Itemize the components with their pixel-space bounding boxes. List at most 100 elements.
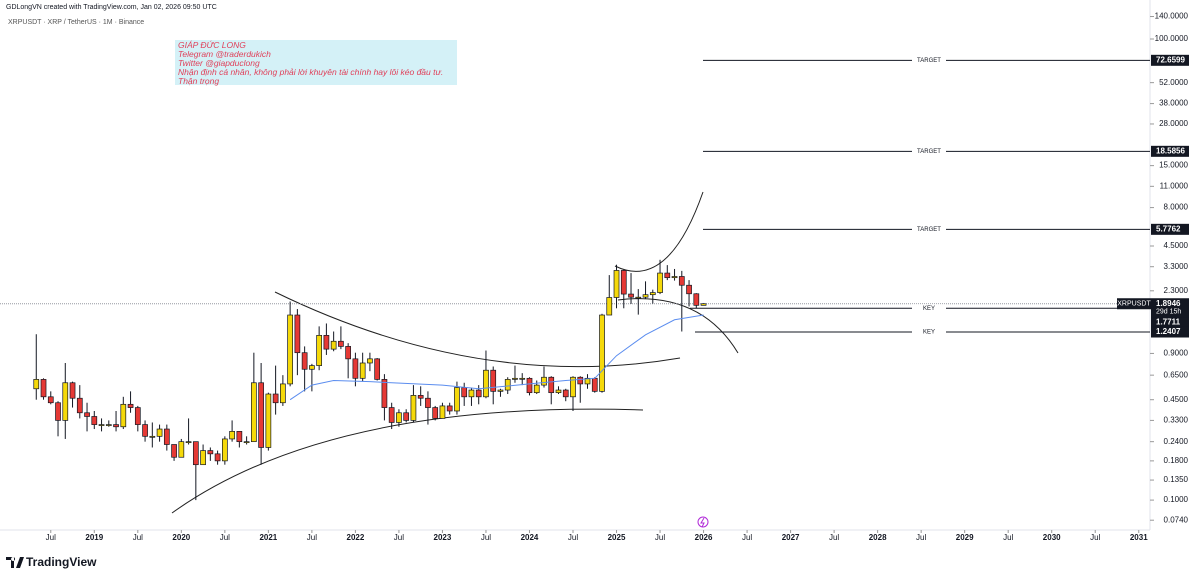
candle-body <box>461 387 468 398</box>
candle-body <box>345 346 352 360</box>
candle <box>309 363 315 392</box>
candle-body <box>91 416 98 425</box>
y-tick-label: 0.0740 <box>1164 515 1189 524</box>
candle-body <box>512 377 518 380</box>
drawings <box>171 191 739 514</box>
candle-body <box>454 387 460 412</box>
x-tick-label: 2027 <box>782 533 800 542</box>
candle-body <box>562 389 569 398</box>
candle-body <box>497 389 504 392</box>
candle <box>678 270 685 332</box>
candle <box>243 436 250 445</box>
candle <box>548 376 555 405</box>
level-label: KEY <box>923 330 935 336</box>
candle-body <box>207 450 214 455</box>
x-tick-label: Jul <box>1090 533 1100 542</box>
y-tick-label: 11.0000 <box>1160 181 1189 190</box>
candle-body <box>76 397 83 414</box>
y-tick-label: 3.3000 <box>1164 262 1189 271</box>
level-label: TARGET <box>917 149 941 155</box>
x-tick-label: Jul <box>481 533 491 542</box>
y-tick-label: 0.1000 <box>1164 495 1189 504</box>
candle <box>214 450 221 465</box>
symbol-info: XRPUSDT · XRP / TetherUS · 1M · Binance <box>8 19 144 26</box>
candle-body <box>432 407 439 419</box>
level-label-bg <box>912 328 946 337</box>
candle-body <box>359 362 366 379</box>
y-tick-label: 2.3000 <box>1164 286 1189 295</box>
candle-body <box>439 405 446 419</box>
candle <box>163 424 170 451</box>
candle <box>526 377 533 396</box>
candle-body <box>620 270 627 295</box>
x-tick-label: 2025 <box>608 533 626 542</box>
note-line: Thận trọng <box>178 76 220 86</box>
y-tick-label: 0.4500 <box>1164 395 1189 404</box>
candle <box>577 376 584 403</box>
x-tick-label: Jul <box>655 533 665 542</box>
x-tick-label: 2031 <box>1130 533 1148 542</box>
x-tick-label: 2028 <box>869 533 887 542</box>
candle <box>417 386 424 406</box>
candle-body <box>272 393 279 404</box>
candle <box>599 313 605 393</box>
moving-average <box>289 314 704 401</box>
event-icon-bolt <box>700 517 705 528</box>
candle <box>454 381 460 415</box>
candle <box>403 409 410 423</box>
candle <box>113 410 119 432</box>
candle <box>671 268 678 281</box>
candle <box>657 259 663 295</box>
candle-body <box>251 382 257 443</box>
candle-body <box>570 376 576 398</box>
candle <box>461 382 468 406</box>
note-line: Nhận định cá nhân, không phải lời khuyên… <box>178 67 444 77</box>
x-tick-label: 2019 <box>85 533 103 542</box>
candle-body <box>381 379 388 408</box>
price-badge <box>1151 223 1189 235</box>
candle <box>40 378 47 400</box>
attribution: GDLongVN created with TradingView.com, J… <box>6 4 217 11</box>
candle <box>76 385 83 419</box>
candle-body <box>504 379 511 391</box>
y-tick-label: 0.2400 <box>1164 437 1189 446</box>
y-tick-label: 0.1800 <box>1164 456 1189 465</box>
candle-body <box>613 270 620 298</box>
y-tick-label: 0.6500 <box>1164 370 1189 379</box>
x-tick-label: 2024 <box>521 533 539 542</box>
candle-body <box>678 276 685 286</box>
price-badge <box>1151 326 1189 338</box>
logo-text: TradingView <box>26 555 97 569</box>
symbol-badge-text: XRPUSDT <box>1117 301 1151 308</box>
price-badge-text: 18.5856 <box>1156 146 1185 155</box>
candle <box>178 438 185 458</box>
candle <box>591 377 598 393</box>
candle <box>156 424 163 442</box>
candle <box>98 418 105 432</box>
candle-body <box>468 389 475 398</box>
candle-body <box>243 441 250 444</box>
candle <box>475 385 482 405</box>
event-icon[interactable] <box>697 516 709 528</box>
candle-body <box>192 441 199 466</box>
candle <box>374 358 381 381</box>
x-tick-label: 2029 <box>956 533 974 542</box>
candle <box>664 265 671 281</box>
candle-body <box>178 441 185 458</box>
resistance-curve <box>274 291 681 368</box>
candle <box>613 264 620 309</box>
level-label: KEY <box>923 306 935 312</box>
x-tick-label: 2030 <box>1043 533 1061 542</box>
candle <box>192 441 199 501</box>
candle <box>483 350 489 399</box>
candle <box>258 362 264 465</box>
candle-body <box>185 441 192 444</box>
candle-body <box>664 272 671 279</box>
candle-body <box>330 340 337 350</box>
note-box: GIÁP ĐỨC LONG Telegram @traderdukich Twitt… <box>175 40 457 86</box>
candle <box>316 326 322 371</box>
candle-body <box>338 340 344 347</box>
candle <box>396 409 402 427</box>
candle <box>330 331 337 352</box>
